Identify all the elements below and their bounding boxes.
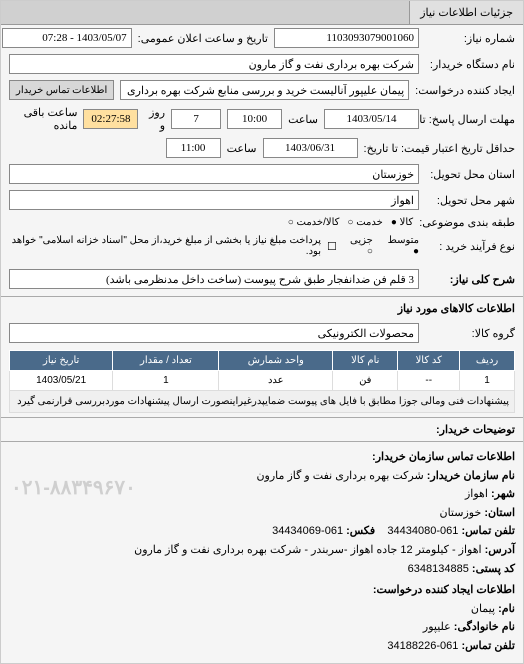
cell-unit: عدد (219, 371, 333, 391)
th-date: تاریخ نیاز (10, 351, 113, 371)
radio-medium[interactable]: متوسط ● (381, 235, 419, 257)
family-label: نام خانوادگی: (454, 621, 515, 633)
group-label: گروه کالا: (425, 327, 515, 340)
niaz-number-label: شماره نیاز: (425, 32, 515, 45)
radio-both[interactable]: کالا/خدمت ○ (288, 217, 340, 228)
main-title-label: شرح کلی نیاز: (425, 273, 515, 286)
buyer-name-label: نام دستگاه خریدار: (425, 58, 515, 71)
org-label: نام سازمان خریدار: (427, 470, 515, 482)
days-input[interactable] (171, 109, 221, 129)
city-input[interactable] (9, 190, 419, 210)
fax-value: 061-34434069 (272, 525, 343, 537)
category-label: طبقه بندی موضوعی: (419, 216, 515, 229)
th-row: ردیف (460, 351, 515, 371)
delivery-hour-input[interactable] (166, 138, 221, 158)
goods-section-title: اطلاعات کالاهای مورد نیاز (1, 296, 523, 320)
table-note: پیشنهادات فنی ومالی جوزا مطابق با فایل ه… (10, 391, 515, 413)
family-value: علیپور (423, 621, 451, 633)
name-value: پیمان (471, 603, 495, 615)
cell-code: -- (398, 371, 460, 391)
niaz-number-input[interactable] (274, 28, 419, 48)
info-city-value: اهواز (465, 488, 488, 500)
table-row[interactable]: 1 -- فن عدد 1 1403/05/21 (10, 371, 515, 391)
deadline-hour-input[interactable] (227, 109, 282, 129)
announce-date-label: تاریخ و ساعت اعلان عمومی: (138, 32, 268, 45)
buyer-notes-label: توضیحات خریدار: (1, 417, 523, 441)
deadline-date-input[interactable] (324, 109, 419, 129)
info-city-label: شهر: (491, 488, 515, 500)
th-code: کد کالا (398, 351, 460, 371)
address-value: اهواز - کیلومتر 12 جاده اهواز -سربندر - … (134, 544, 481, 556)
days-label: روز و (144, 106, 165, 132)
contact-phone-value: 061-34188226 (387, 640, 458, 652)
th-qty: تعداد / مقدار (113, 351, 219, 371)
contact-section-title: اطلاعات تماس سازمان خریدار: (9, 449, 515, 467)
contact-buyer-button[interactable]: اطلاعات تماس خریدار (9, 80, 114, 100)
delivery-hour-label: ساعت (227, 142, 257, 155)
radio-service[interactable]: خدمت ○ (347, 217, 382, 228)
tab-details[interactable]: جزئیات اطلاعات نیاز (409, 1, 523, 24)
delivery-date-input[interactable] (263, 138, 358, 158)
cell-row: 1 (460, 371, 515, 391)
th-name: نام کالا (333, 351, 398, 371)
name-label: نام: (498, 603, 515, 615)
phone-value: 061-34434080 (387, 525, 458, 537)
checkbox-treasury[interactable]: ☐ (327, 240, 337, 253)
province-input[interactable] (9, 164, 419, 184)
creator-section-title: اطلاعات ایجاد کننده درخواست: (9, 582, 515, 600)
phone-label: تلفن تماس: (461, 525, 515, 537)
deadline-label: مهلت ارسال پاسخ: تا (425, 113, 515, 126)
creator-input[interactable] (120, 80, 409, 100)
announce-date-input[interactable] (2, 28, 132, 48)
creator-label: ایجاد کننده درخواست: (415, 84, 515, 97)
address-label: آدرس: (485, 544, 515, 556)
remaining-time-input[interactable] (83, 109, 138, 129)
th-unit: واحد شمارش (219, 351, 333, 371)
contact-phone-label: تلفن تماس: (461, 640, 515, 652)
watermark-phone: ۰۲۱-۸۸۳۴۹۶۷۰ (11, 472, 136, 504)
group-input[interactable] (9, 323, 419, 343)
remaining-label: ساعت باقی مانده (9, 106, 77, 132)
info-province-label: استان: (484, 507, 515, 519)
combo-label: نوع فرآیند خرید : (425, 240, 515, 253)
combo-note: پرداخت مبلغ نیاز یا بخشی از مبلغ خرید،از… (9, 235, 321, 257)
postal-label: کد پستی: (472, 563, 515, 575)
postal-value: 6348134885 (408, 563, 469, 575)
buyer-name-input[interactable] (9, 54, 419, 74)
fax-label: فکس: (346, 525, 375, 537)
cell-qty: 1 (113, 371, 219, 391)
delivery-label: حداقل تاریخ اعتبار قیمت: تا تاریخ: (364, 142, 515, 155)
info-province-value: خوزستان (439, 507, 481, 519)
hour-label: ساعت (288, 113, 318, 126)
cell-date: 1403/05/21 (10, 371, 113, 391)
cell-name: فن (333, 371, 398, 391)
city-label: شهر محل تحویل: (425, 194, 515, 207)
goods-table: ردیف کد کالا نام کالا واحد شمارش تعداد /… (9, 350, 515, 413)
radio-partial[interactable]: جزیی ○ (343, 235, 373, 257)
radio-goods[interactable]: کالا ● (391, 217, 413, 228)
province-label: استان محل تحویل: (425, 168, 515, 181)
main-title-input[interactable] (9, 269, 419, 289)
org-value: شرکت بهره برداری نفت و گاز مارون (256, 470, 423, 482)
